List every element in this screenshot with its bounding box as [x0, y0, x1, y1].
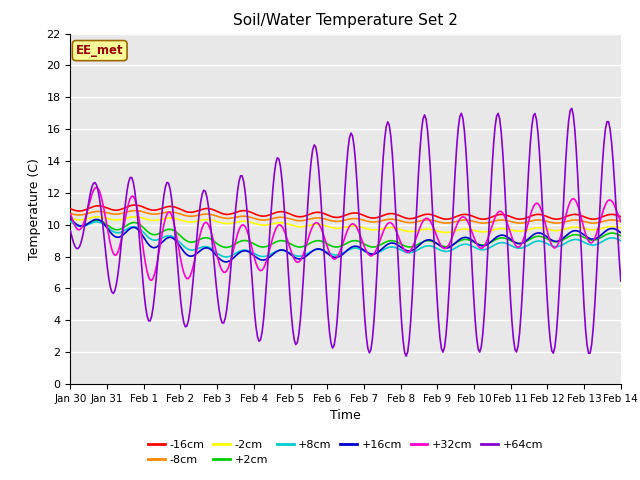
Legend: -16cm, -8cm, -2cm, +2cm, +8cm, +16cm, +32cm, +64cm: -16cm, -8cm, -2cm, +2cm, +8cm, +16cm, +3…	[144, 435, 547, 469]
Y-axis label: Temperature (C): Temperature (C)	[28, 158, 41, 260]
Title: Soil/Water Temperature Set 2: Soil/Water Temperature Set 2	[233, 13, 458, 28]
X-axis label: Time: Time	[330, 409, 361, 422]
Text: EE_met: EE_met	[76, 44, 124, 57]
